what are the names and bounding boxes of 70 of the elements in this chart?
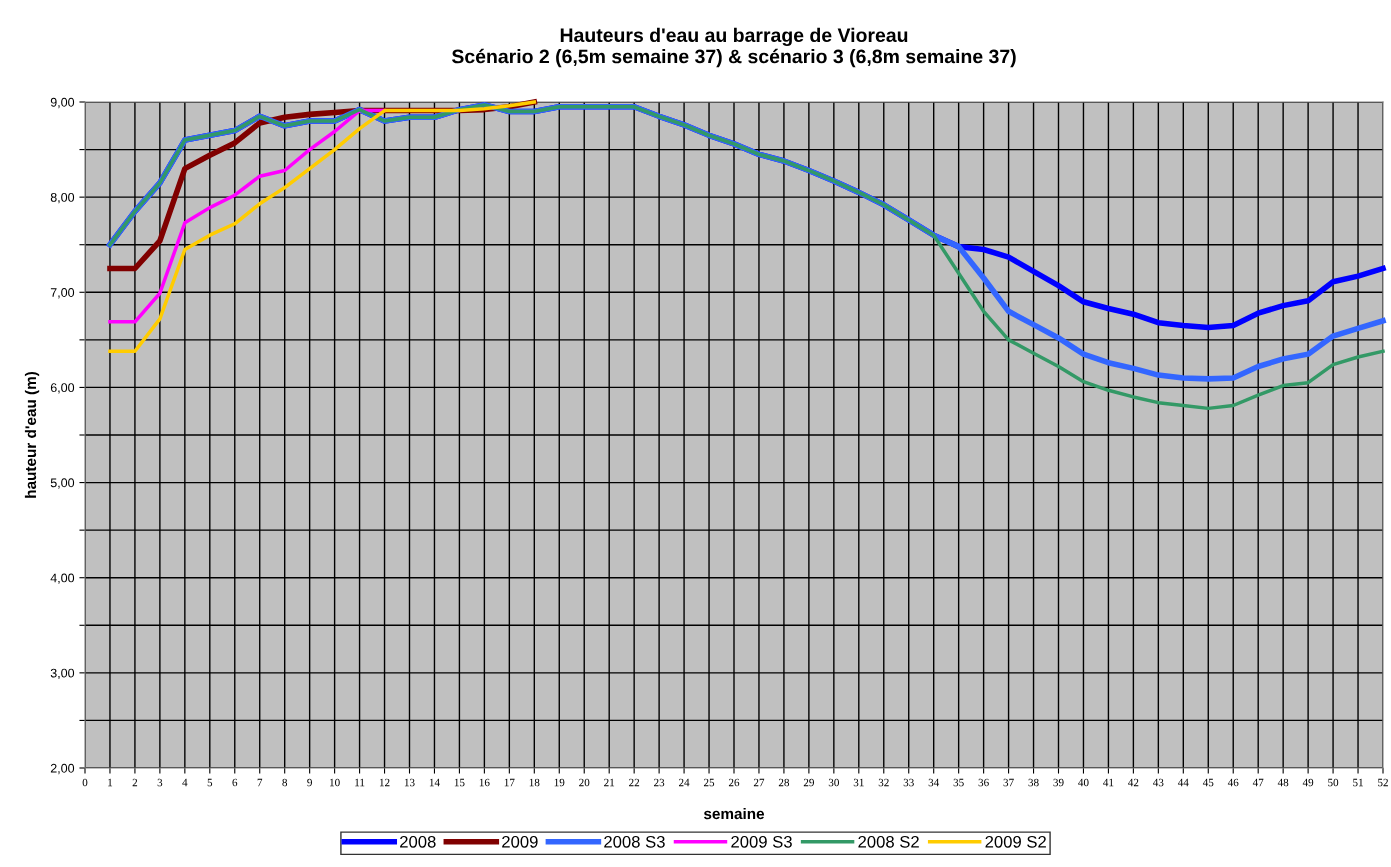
x-tick-label: 41 [1103,778,1114,787]
legend-label: 2008 S3 [604,835,665,848]
x-tick-label: 5 [207,778,213,787]
x-tick-label: 19 [554,778,565,787]
x-tick-label: 10 [330,778,340,787]
x-tick-label: 47 [1252,778,1264,787]
x-tick-label: 38 [1028,778,1039,787]
x-tick-label: 43 [1153,778,1164,787]
legend-label: 2009 S3 [731,835,792,848]
x-tick-label: 30 [828,778,839,787]
y-tick-label: 5,00 [50,478,75,489]
x-tick-label: 16 [479,778,490,787]
x-tick-label: 23 [654,778,665,787]
x-tick-label: 11 [355,778,365,787]
x-tick-label: 28 [778,778,790,787]
x-tick-label: 49 [1302,778,1314,787]
x-tick-label: 25 [703,778,715,787]
x-tick-label: 33 [903,778,914,787]
x-tick-label: 50 [1328,778,1339,787]
x-tick-label: 29 [803,778,814,787]
x-tick-label: 14 [429,778,440,787]
y-tick-label: 8,00 [50,192,75,204]
x-tick-label: 24 [679,778,690,787]
x-tick-label: 17 [504,778,515,787]
x-tick-label: 2 [132,778,138,787]
x-tick-label: 4 [182,778,188,787]
x-tick-label: 26 [728,778,740,787]
y-tick-label: 2,00 [50,763,75,775]
x-tick-label: 46 [1227,778,1239,787]
x-tick-label: 15 [454,778,465,787]
x-tick-label: 0 [82,778,88,787]
x-tick-label: 3 [157,778,163,787]
x-tick-label: 32 [878,778,889,787]
x-axis-title: semaine [703,807,765,820]
y-tick-label: 4,00 [50,573,75,584]
legend-label: 2008 [400,835,436,848]
x-tick-label: 20 [579,778,590,787]
x-tick-label: 36 [978,778,989,787]
x-tick-label: 48 [1277,778,1289,787]
x-tick-label: 37 [1003,778,1014,787]
chart-title: Hauteurs d'eau au barrage de Vioreau Scénario 2 (6,5m semaine 37) & scénario 3 (6,8m semaine 37) [451,27,1016,68]
x-tick-label: 51 [1353,778,1363,787]
x-tick-label: 40 [1078,778,1089,787]
legend-label: 2009 S2 [985,835,1046,848]
x-tick-label: 35 [953,778,964,787]
legend-label: 2009 [502,835,538,848]
x-tick-label: 22 [629,778,640,787]
x-tick-label: 45 [1202,778,1214,787]
x-tick-label: 1 [108,778,113,787]
legend-label: 2008 S2 [858,835,919,848]
x-tick-label: 31 [853,778,864,787]
y-tick-label: 9,00 [50,97,75,109]
x-tick-label: 52 [1378,778,1388,787]
x-tick-label: 44 [1177,778,1189,787]
x-tick-label: 8 [282,778,288,787]
x-tick-label: 39 [1053,778,1064,787]
x-tick-label: 9 [307,778,312,787]
x-tick-label: 13 [404,778,415,787]
y-axis-title: hauteur d'eau (m) [24,371,40,498]
x-tick-label: 42 [1128,778,1139,787]
x-tick-label: 18 [529,778,540,787]
y-tick-label: 7,00 [50,288,75,299]
x-tick-label: 21 [604,778,615,787]
y-tick-label: 3,00 [50,668,75,679]
y-tick-label: 6,00 [50,383,75,394]
x-tick-label: 6 [232,778,238,787]
x-tick-label: 7 [257,778,263,787]
x-tick-label: 12 [379,778,390,787]
x-tick-label: 27 [753,778,765,787]
x-tick-label: 34 [928,778,940,787]
